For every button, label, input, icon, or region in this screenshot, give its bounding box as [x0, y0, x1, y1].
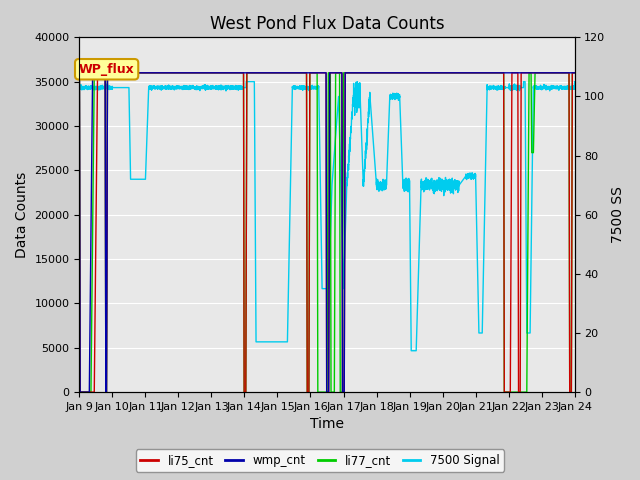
Y-axis label: 7500 SS: 7500 SS	[611, 186, 625, 243]
Title: West Pond Flux Data Counts: West Pond Flux Data Counts	[210, 15, 444, 33]
Legend: li75_cnt, wmp_cnt, li77_cnt, 7500 Signal: li75_cnt, wmp_cnt, li77_cnt, 7500 Signal	[136, 449, 504, 472]
X-axis label: Time: Time	[310, 418, 344, 432]
Text: WP_flux: WP_flux	[79, 63, 134, 76]
Y-axis label: Data Counts: Data Counts	[15, 172, 29, 258]
